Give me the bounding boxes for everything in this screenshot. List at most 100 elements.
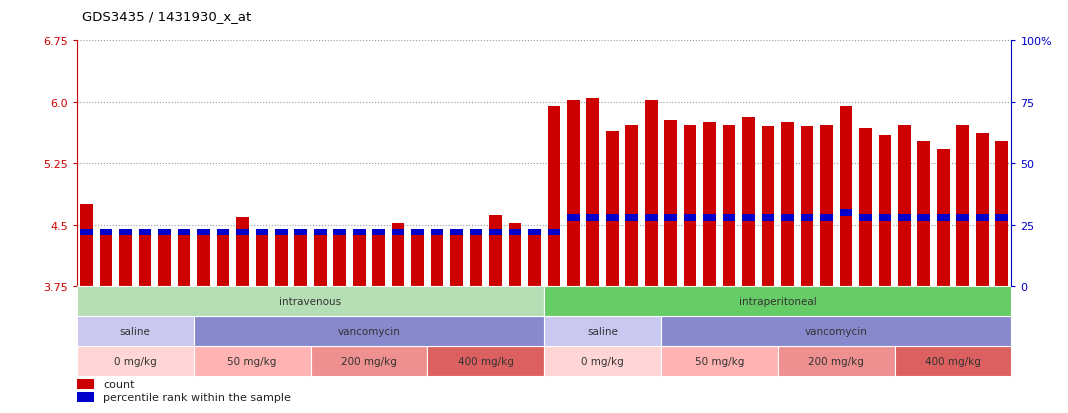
Bar (586, 99, 599, 287)
Bar (606, 131, 618, 287)
Bar (508, 224, 521, 287)
Bar (586, 215, 599, 221)
Bar (392, 224, 405, 287)
Bar (427, 346, 544, 376)
Bar (198, 232, 209, 287)
Bar (664, 121, 677, 287)
Bar (801, 127, 814, 287)
Bar (704, 123, 716, 287)
Bar (295, 230, 308, 236)
Bar (995, 215, 1008, 221)
Bar (333, 233, 346, 287)
Bar (995, 142, 1008, 287)
Text: 400 mg/kg: 400 mg/kg (458, 356, 514, 366)
Bar (352, 230, 365, 236)
Bar (274, 233, 287, 287)
Bar (528, 230, 540, 236)
Bar (314, 230, 327, 236)
Bar (664, 215, 677, 221)
Bar (430, 232, 443, 287)
Bar (761, 127, 774, 287)
Text: 50 mg/kg: 50 mg/kg (227, 356, 277, 366)
Bar (645, 101, 658, 287)
Text: intravenous: intravenous (280, 297, 342, 306)
Text: 0 mg/kg: 0 mg/kg (581, 356, 624, 366)
Bar (217, 230, 230, 236)
Bar (898, 126, 911, 287)
Bar (80, 230, 93, 236)
Bar (626, 126, 638, 287)
Bar (548, 107, 561, 287)
Bar (820, 215, 833, 221)
Bar (193, 346, 311, 376)
Bar (898, 215, 911, 221)
Bar (77, 287, 544, 316)
Bar (937, 150, 949, 287)
Bar (177, 229, 190, 287)
Bar (392, 230, 405, 236)
Text: 50 mg/kg: 50 mg/kg (694, 356, 744, 366)
Bar (544, 346, 661, 376)
Bar (236, 217, 249, 287)
Bar (177, 230, 190, 236)
Bar (352, 232, 365, 287)
Bar (255, 233, 268, 287)
Bar (139, 229, 152, 287)
Bar (77, 392, 94, 402)
Bar (120, 230, 131, 236)
Bar (879, 215, 891, 221)
Bar (528, 232, 540, 287)
Bar (957, 126, 969, 287)
Bar (704, 215, 716, 221)
Bar (976, 134, 989, 287)
Bar (451, 230, 462, 236)
Text: percentile rank within the sample: percentile rank within the sample (104, 392, 290, 403)
Bar (839, 107, 852, 287)
Bar (311, 346, 427, 376)
Bar (859, 129, 871, 287)
Bar (801, 215, 814, 221)
Bar (544, 316, 661, 346)
Bar (879, 135, 891, 287)
Bar (255, 230, 268, 236)
Bar (684, 215, 696, 221)
Bar (333, 230, 346, 236)
Bar (742, 117, 755, 287)
Bar (742, 215, 755, 221)
Bar (120, 229, 131, 287)
Text: vancomycin: vancomycin (805, 326, 867, 336)
Bar (373, 232, 384, 287)
Bar (778, 346, 895, 376)
Bar (976, 215, 989, 221)
Bar (193, 316, 544, 346)
Text: saline: saline (120, 326, 151, 336)
Bar (606, 215, 618, 221)
Text: intraperitoneal: intraperitoneal (739, 297, 817, 306)
Bar (158, 230, 171, 236)
Bar (451, 232, 462, 287)
Bar (661, 346, 778, 376)
Bar (411, 232, 424, 287)
Bar (489, 230, 502, 236)
Bar (723, 126, 736, 287)
Text: 0 mg/kg: 0 mg/kg (114, 356, 157, 366)
Bar (567, 101, 580, 287)
Bar (470, 232, 483, 287)
Bar (820, 126, 833, 287)
Bar (917, 142, 930, 287)
Bar (489, 216, 502, 287)
Bar (723, 215, 736, 221)
Bar (314, 232, 327, 287)
Bar (77, 316, 193, 346)
Bar (684, 126, 696, 287)
Bar (430, 230, 443, 236)
Bar (645, 215, 658, 221)
Text: saline: saline (587, 326, 618, 336)
Bar (781, 123, 794, 287)
Bar (626, 215, 638, 221)
Bar (895, 346, 1011, 376)
Bar (781, 215, 794, 221)
Text: vancomycin: vancomycin (337, 326, 400, 336)
Bar (411, 230, 424, 236)
Bar (544, 287, 1011, 316)
